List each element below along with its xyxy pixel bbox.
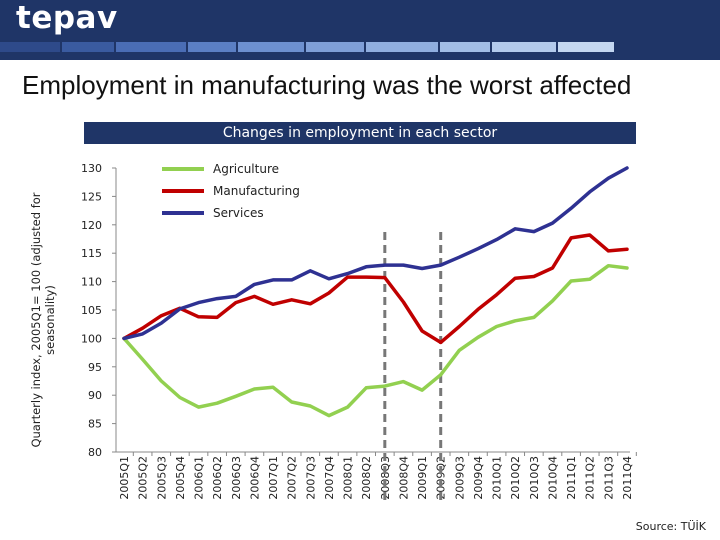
header-strip-segment bbox=[188, 42, 236, 52]
x-tick-label: 2011Q3 bbox=[602, 456, 615, 500]
brand-logo: tepav bbox=[16, 0, 118, 36]
y-tick-label: 105 bbox=[81, 304, 102, 317]
header-strip-segment bbox=[440, 42, 490, 52]
x-tick-label: 2005Q4 bbox=[174, 456, 187, 500]
x-tick-label: 2006Q4 bbox=[248, 456, 261, 500]
x-tick-label: 2010Q4 bbox=[546, 456, 559, 500]
x-tick-label: 2010Q3 bbox=[528, 456, 541, 500]
series-line-agriculture bbox=[122, 263, 629, 418]
x-tick-label: 2010Q1 bbox=[491, 456, 504, 500]
x-tick-label: 2008Q4 bbox=[397, 456, 410, 500]
x-tick-label: 2011Q4 bbox=[621, 456, 634, 500]
y-tick-label: 110 bbox=[81, 276, 102, 289]
header-strip-segment bbox=[492, 42, 556, 52]
legend-label-manufacturing: Manufacturing bbox=[213, 184, 300, 198]
source-note: Source: TÜİK bbox=[635, 520, 706, 533]
x-tick-label: 2008Q3 bbox=[379, 456, 392, 500]
series-line-services bbox=[122, 166, 629, 341]
y-axis-label: Quarterly index, 2005Q1= 100 (adjusted f… bbox=[29, 192, 57, 447]
x-tick-label: 2009Q4 bbox=[472, 456, 485, 500]
x-tick-label: 2008Q2 bbox=[360, 456, 373, 500]
chart-title: Changes in employment in each sector bbox=[84, 122, 636, 144]
x-tick-label: 2006Q1 bbox=[193, 456, 206, 500]
header-strip-segment bbox=[62, 42, 114, 52]
header-strip-segment bbox=[116, 42, 186, 52]
y-tick-label: 95 bbox=[88, 361, 102, 374]
header-strip-segment bbox=[0, 42, 60, 52]
x-tick-label: 2007Q1 bbox=[267, 456, 280, 500]
x-tick-label: 2009Q2 bbox=[435, 456, 448, 500]
y-tick-label: 90 bbox=[88, 389, 102, 402]
y-tick-label: 100 bbox=[81, 332, 102, 345]
x-tick-label: 2007Q2 bbox=[286, 456, 299, 500]
y-tick-label: 115 bbox=[81, 247, 102, 260]
x-tick-label: 2011Q1 bbox=[565, 456, 578, 500]
x-tick-label: 2007Q3 bbox=[304, 456, 317, 500]
y-tick-label: 130 bbox=[81, 162, 102, 175]
x-tick-label: 2005Q3 bbox=[155, 456, 168, 500]
x-tick-label: 2005Q2 bbox=[137, 456, 150, 500]
y-tick-label: 80 bbox=[88, 446, 102, 459]
x-tick-label: 2010Q2 bbox=[509, 456, 522, 500]
x-tick-label: 2008Q1 bbox=[342, 456, 355, 500]
x-tick-label: 2007Q4 bbox=[323, 456, 336, 500]
header-strip-segment bbox=[306, 42, 364, 52]
header-color-strip bbox=[0, 42, 720, 52]
header-strip-segment bbox=[558, 42, 614, 52]
y-tick-label: 125 bbox=[81, 190, 102, 203]
y-tick-label: 120 bbox=[81, 219, 102, 232]
header-band: tepav bbox=[0, 0, 720, 60]
slide-title: Employment in manufacturing was the wors… bbox=[22, 70, 632, 100]
x-tick-label: 2009Q3 bbox=[453, 456, 466, 500]
series-line-manufacturing bbox=[122, 233, 629, 345]
header-strip-segment bbox=[366, 42, 438, 52]
header-strip-segment bbox=[238, 42, 304, 52]
y-tick-label: 85 bbox=[88, 418, 102, 431]
legend-label-agriculture: Agriculture bbox=[213, 162, 279, 176]
x-tick-label: 2011Q2 bbox=[584, 456, 597, 500]
x-tick-label: 2006Q2 bbox=[211, 456, 224, 500]
x-tick-label: 2005Q1 bbox=[118, 456, 131, 500]
legend-label-services: Services bbox=[213, 206, 264, 220]
x-tick-label: 2009Q1 bbox=[416, 456, 429, 500]
x-tick-label: 2006Q3 bbox=[230, 456, 243, 500]
